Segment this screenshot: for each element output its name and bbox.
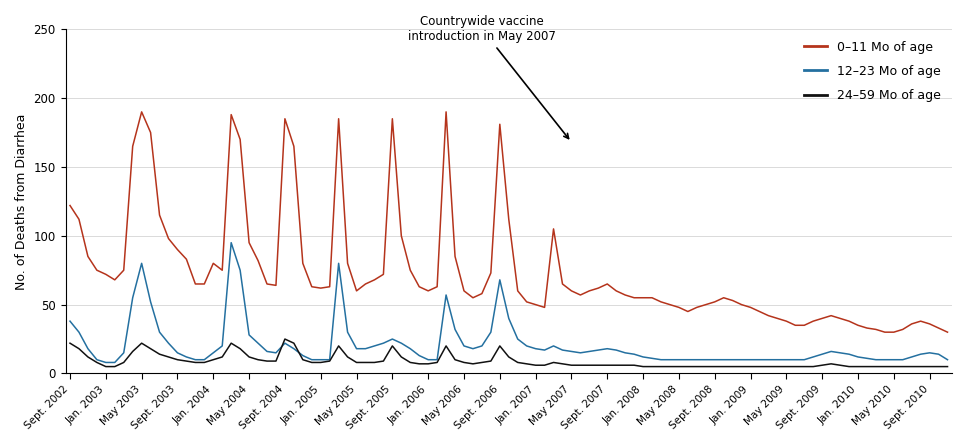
Text: Countrywide vaccine
introduction in May 2007: Countrywide vaccine introduction in May … (408, 15, 569, 139)
Y-axis label: No. of Deaths from Diarrhea: No. of Deaths from Diarrhea (15, 113, 28, 289)
Legend: 0–11 Mo of age, 12–23 Mo of age, 24–59 Mo of age: 0–11 Mo of age, 12–23 Mo of age, 24–59 M… (800, 36, 946, 107)
